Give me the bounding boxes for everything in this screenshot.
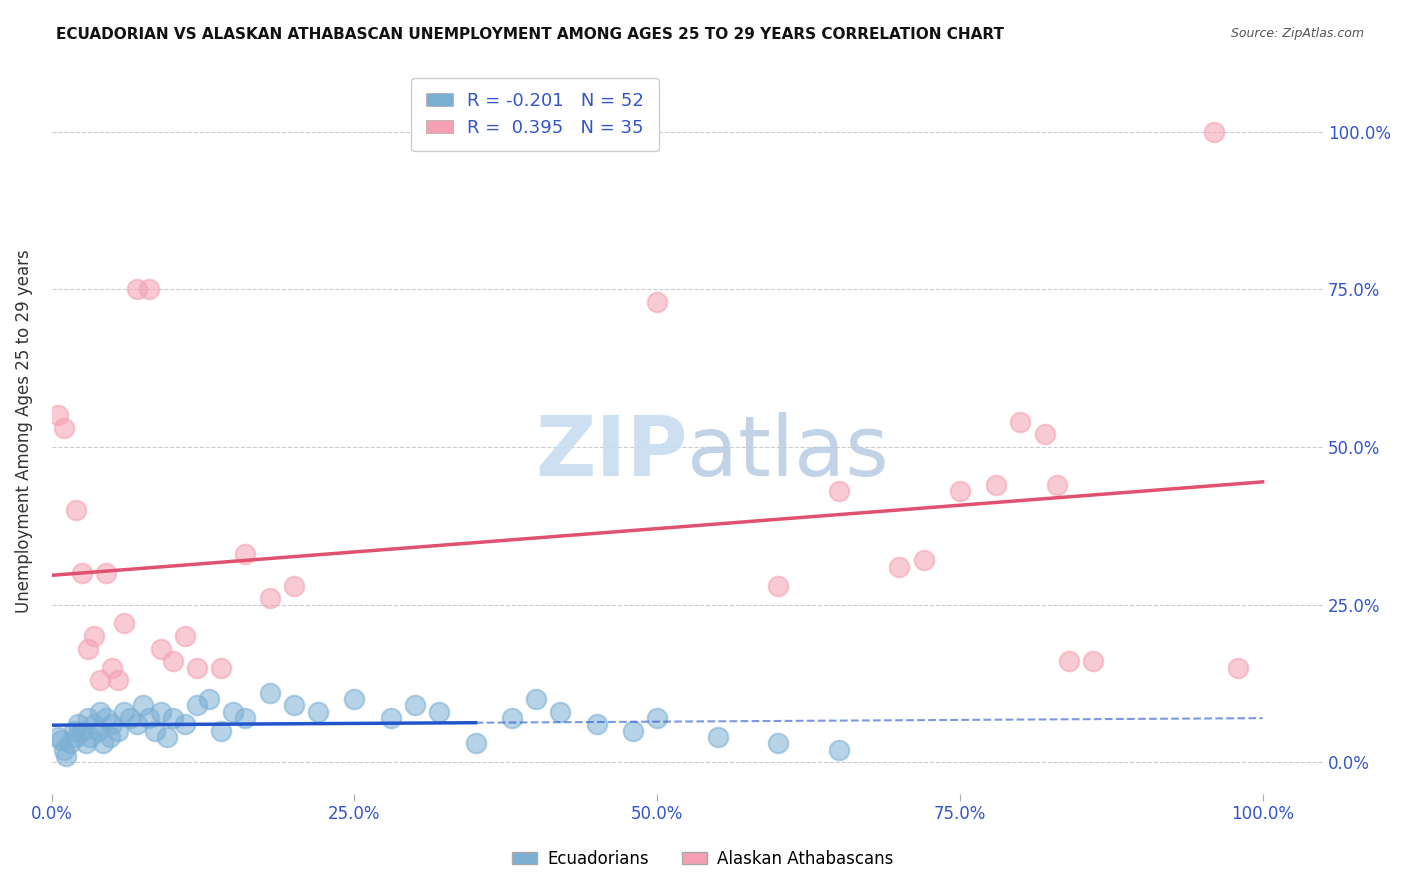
Point <box>174 629 197 643</box>
Point <box>65 503 87 517</box>
Legend: Ecuadorians, Alaskan Athabascans: Ecuadorians, Alaskan Athabascans <box>506 844 900 875</box>
Point <box>83 717 105 731</box>
Text: Source: ZipAtlas.com: Source: ZipAtlas.com <box>1230 27 1364 40</box>
Point <box>524 692 547 706</box>
Point <box>46 409 69 423</box>
Point <box>107 723 129 738</box>
Point <box>59 736 82 750</box>
Point <box>404 698 426 713</box>
Point <box>1227 660 1250 674</box>
Point <box>427 705 450 719</box>
Point <box>77 711 100 725</box>
Point <box>125 282 148 296</box>
Legend: R = -0.201   N = 52, R =  0.395   N = 35: R = -0.201 N = 52, R = 0.395 N = 35 <box>411 78 658 152</box>
Point <box>307 705 329 719</box>
Point <box>198 692 221 706</box>
Y-axis label: Unemployment Among Ages 25 to 29 years: Unemployment Among Ages 25 to 29 years <box>15 249 32 613</box>
Point <box>343 692 366 706</box>
Point <box>645 711 668 725</box>
Point <box>101 717 124 731</box>
Point <box>67 717 90 731</box>
Point <box>1033 427 1056 442</box>
Point <box>89 673 111 688</box>
Point <box>501 711 523 725</box>
Point <box>138 711 160 725</box>
Point <box>186 698 208 713</box>
Point <box>138 282 160 296</box>
Point <box>89 705 111 719</box>
Point <box>706 730 728 744</box>
Text: ZIP: ZIP <box>534 412 688 493</box>
Point <box>98 730 121 744</box>
Point <box>55 748 77 763</box>
Point <box>156 730 179 744</box>
Point <box>65 730 87 744</box>
Point <box>83 629 105 643</box>
Point <box>1046 477 1069 491</box>
Point <box>79 730 101 744</box>
Point <box>235 711 257 725</box>
Point <box>143 723 166 738</box>
Point <box>986 477 1008 491</box>
Point <box>768 736 790 750</box>
Point <box>96 711 118 725</box>
Point <box>889 559 911 574</box>
Point <box>768 578 790 592</box>
Point <box>77 641 100 656</box>
Point <box>112 616 135 631</box>
Point <box>70 566 93 580</box>
Point <box>101 660 124 674</box>
Point <box>1204 125 1226 139</box>
Point <box>283 578 305 592</box>
Point <box>209 660 232 674</box>
Point <box>1057 654 1080 668</box>
Point <box>259 686 281 700</box>
Point <box>91 736 114 750</box>
Point <box>125 717 148 731</box>
Point <box>585 717 607 731</box>
Point <box>131 698 153 713</box>
Point <box>70 723 93 738</box>
Point <box>62 723 84 738</box>
Point <box>209 723 232 738</box>
Point <box>149 641 172 656</box>
Point <box>46 730 69 744</box>
Point <box>51 733 73 747</box>
Point <box>912 553 935 567</box>
Point <box>87 723 110 738</box>
Point <box>645 294 668 309</box>
Point <box>259 591 281 606</box>
Point <box>550 705 572 719</box>
Point <box>112 705 135 719</box>
Point <box>235 547 257 561</box>
Point <box>1081 654 1104 668</box>
Point <box>107 673 129 688</box>
Point <box>96 566 118 580</box>
Point <box>162 711 184 725</box>
Point <box>283 698 305 713</box>
Text: atlas: atlas <box>688 412 889 493</box>
Point <box>52 742 75 756</box>
Point <box>464 736 486 750</box>
Point <box>162 654 184 668</box>
Point <box>1010 415 1032 429</box>
Point <box>621 723 644 738</box>
Text: ECUADORIAN VS ALASKAN ATHABASCAN UNEMPLOYMENT AMONG AGES 25 TO 29 YEARS CORRELAT: ECUADORIAN VS ALASKAN ATHABASCAN UNEMPLO… <box>56 27 1004 42</box>
Point <box>380 711 402 725</box>
Point <box>75 736 97 750</box>
Point <box>828 483 851 498</box>
Point <box>949 483 972 498</box>
Point <box>52 421 75 435</box>
Point <box>222 705 245 719</box>
Point <box>174 717 197 731</box>
Point <box>149 705 172 719</box>
Point <box>828 742 851 756</box>
Point <box>186 660 208 674</box>
Point <box>120 711 142 725</box>
